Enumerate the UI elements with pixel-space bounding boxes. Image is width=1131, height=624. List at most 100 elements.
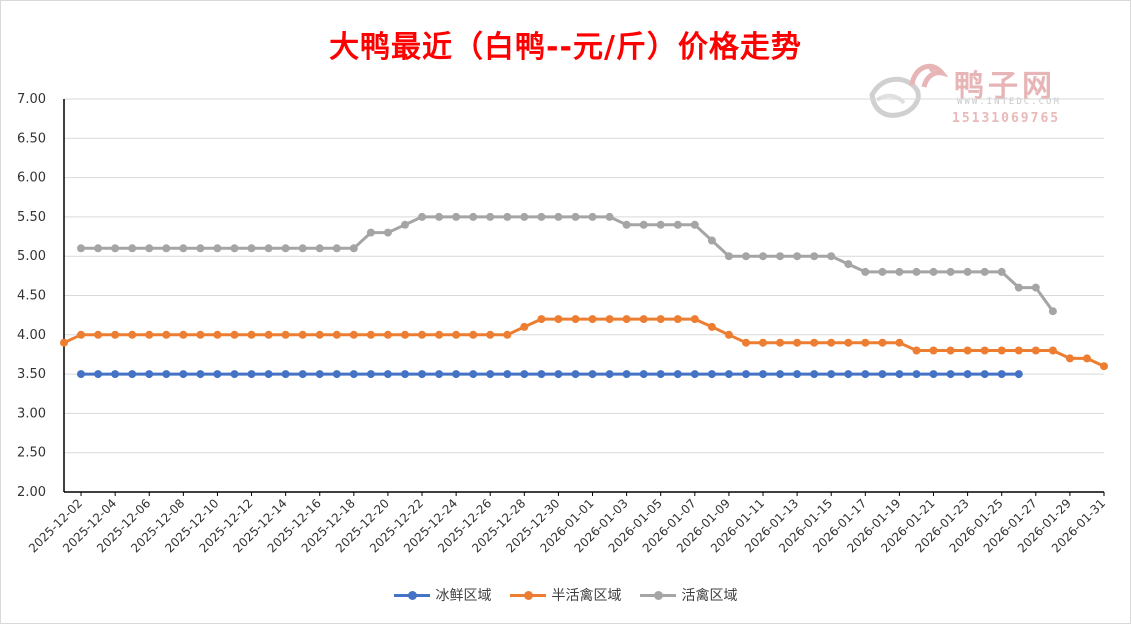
legend-marker <box>393 590 430 600</box>
data-point <box>963 370 972 379</box>
data-point <box>571 315 580 324</box>
data-point <box>128 330 137 339</box>
data-point <box>980 370 989 379</box>
data-point <box>230 330 239 339</box>
data-point <box>895 370 904 379</box>
data-point <box>861 267 870 276</box>
data-point <box>622 315 631 324</box>
data-point <box>776 370 785 379</box>
y-tick-label: 6.00 <box>17 171 46 186</box>
data-point <box>827 252 836 261</box>
data-point <box>776 338 785 347</box>
data-point <box>145 330 154 339</box>
data-point <box>690 370 699 379</box>
data-point <box>810 370 819 379</box>
data-point <box>503 330 512 339</box>
data-point <box>605 315 614 324</box>
data-point <box>929 370 938 379</box>
data-point <box>1014 346 1023 355</box>
data-point <box>383 370 392 379</box>
data-point <box>128 370 137 379</box>
data-point <box>673 370 682 379</box>
data-point <box>554 212 563 221</box>
data-point <box>196 330 205 339</box>
data-point <box>793 338 802 347</box>
data-point <box>537 370 546 379</box>
data-point <box>264 330 273 339</box>
data-point <box>861 338 870 347</box>
data-point <box>827 370 836 379</box>
legend-marker <box>509 590 546 600</box>
y-axis-ticks: 2.00 2.50 3.00 3.50 4.00 4.50 5.00 5.50 6.00 6.50… <box>17 92 46 500</box>
data-point <box>605 212 614 221</box>
data-point <box>1048 346 1057 355</box>
data-point <box>332 330 341 339</box>
data-point <box>656 315 665 324</box>
y-tick-label: 5.50 <box>17 210 46 225</box>
data-point <box>418 370 426 379</box>
data-point <box>111 370 120 379</box>
legend-item: 半活禽区域 <box>509 585 622 605</box>
data-point <box>673 220 682 229</box>
data-point <box>281 330 290 339</box>
data-point <box>60 338 68 347</box>
legend-item: 冰鲜区域 <box>393 585 492 605</box>
data-point <box>1048 307 1057 316</box>
data-point <box>554 370 563 379</box>
data-point <box>264 244 273 253</box>
y-tick-label: 2.50 <box>17 446 46 461</box>
data-point <box>401 220 409 229</box>
data-point <box>963 267 972 276</box>
legend: 冰鲜区域 半活禽区域 活禽区域 <box>0 585 1131 605</box>
data-point <box>844 338 853 347</box>
data-point <box>77 330 85 339</box>
data-point <box>315 244 324 253</box>
data-point <box>895 338 904 347</box>
legend-label: 半活禽区域 <box>551 588 622 604</box>
data-point <box>298 244 307 253</box>
data-point <box>707 236 716 245</box>
data-point <box>724 370 733 379</box>
data-point <box>878 370 887 379</box>
data-point <box>486 212 495 221</box>
gridlines <box>64 98 1104 493</box>
data-point <box>997 346 1006 355</box>
data-point <box>349 244 358 253</box>
data-point <box>707 370 716 379</box>
watermark-name: 鸭子网 <box>954 69 1056 104</box>
data-point <box>963 346 972 355</box>
data-point <box>179 244 188 253</box>
data-point <box>742 370 750 379</box>
legend-label: 冰鲜区域 <box>435 588 492 604</box>
watermark-url: WWW.INTEDC.COM <box>957 97 1061 107</box>
data-point <box>520 212 529 221</box>
data-point <box>298 330 307 339</box>
data-point <box>742 338 750 347</box>
data-point <box>588 370 597 379</box>
data-point <box>810 252 819 261</box>
data-point <box>1100 362 1108 371</box>
data-point <box>912 346 921 355</box>
data-point <box>1014 370 1023 379</box>
data-point <box>435 212 444 221</box>
data-point <box>656 220 665 229</box>
data-point <box>469 212 478 221</box>
data-point <box>452 212 461 221</box>
data-point <box>162 244 171 253</box>
data-point <box>724 252 733 261</box>
data-point <box>1065 354 1074 363</box>
y-tick-label: 2.00 <box>17 485 46 500</box>
data-point <box>622 370 631 379</box>
data-point <box>213 244 222 253</box>
data-point <box>128 244 137 253</box>
data-point <box>878 338 887 347</box>
data-point <box>724 330 733 339</box>
data-point <box>486 330 495 339</box>
data-point <box>452 370 461 379</box>
data-point <box>571 212 580 221</box>
data-point <box>759 338 767 347</box>
data-point <box>639 315 648 324</box>
data-point <box>366 228 375 237</box>
y-tick-label: 3.00 <box>17 406 46 421</box>
data-point <box>418 330 426 339</box>
